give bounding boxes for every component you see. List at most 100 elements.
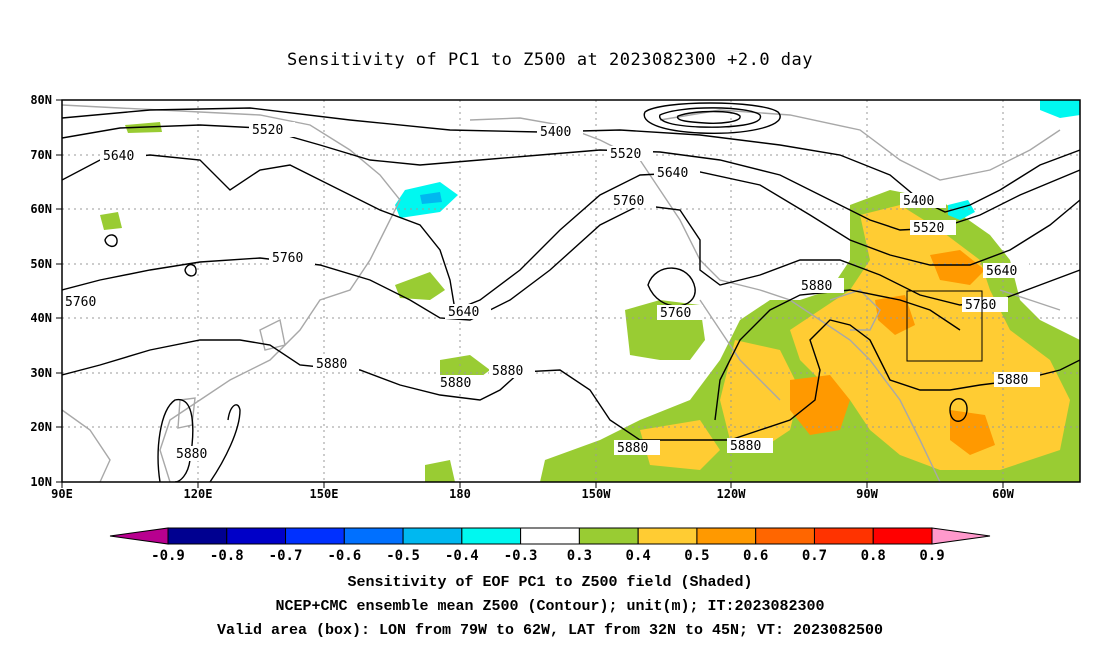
svg-text:5880: 5880 — [316, 357, 347, 372]
label-5880-b: 5880 — [437, 375, 483, 391]
lon-label: 120W — [717, 487, 747, 501]
colorbar-tick-label: -0.9 — [151, 548, 185, 564]
shade-orange-2 — [930, 250, 985, 285]
colorbar-tick-label: 0.9 — [919, 548, 944, 564]
colorbar-tick-label: 0.7 — [802, 548, 827, 564]
valid-area-box — [906, 290, 983, 362]
svg-text:5880: 5880 — [176, 447, 207, 462]
shade-orange-4 — [875, 295, 915, 335]
contour-5880-loop — [714, 289, 961, 421]
colorbar-segment — [755, 527, 815, 545]
svg-text:5880: 5880 — [801, 279, 832, 294]
label-5760-b: 5760 — [610, 193, 656, 209]
shade-yellow-east — [790, 205, 1070, 470]
colorbar-tick-label: -0.6 — [327, 548, 361, 564]
svg-text:5760: 5760 — [65, 295, 96, 310]
colorbar-tick-label: 0.3 — [567, 548, 592, 564]
label-5640-b: 5640 — [654, 165, 700, 181]
colorbar-tick-label: -0.3 — [504, 548, 538, 564]
lon-label: 90W — [856, 487, 878, 501]
contour-5400-low-inner2 — [676, 110, 741, 124]
svg-text:5640: 5640 — [103, 149, 134, 164]
svg-text:5400: 5400 — [903, 194, 934, 209]
label-5760-d: 5760 — [657, 305, 703, 321]
lon-labels: 90E 120E 150E 180 150W 120W 90W 60W — [51, 487, 1014, 501]
colorbar-segment — [637, 527, 698, 545]
svg-text:5520: 5520 — [913, 221, 944, 236]
label-5640-d: 5640 — [983, 263, 1029, 279]
lat-labels: 80N 70N 60N 50N 40N 30N 20N 10N — [30, 93, 52, 489]
lat-label: 80N — [30, 93, 52, 107]
colorbar-segment — [813, 527, 874, 545]
label-5760-e: 5760 — [962, 297, 1008, 313]
label-5640-a: 5640 — [100, 148, 146, 164]
svg-text:5640: 5640 — [986, 264, 1017, 279]
caption-contour: NCEP+CMC ensemble mean Z500 (Contour); u… — [275, 598, 825, 615]
label-5520-c: 5520 — [910, 220, 956, 236]
contour-5880-west — [62, 319, 1080, 441]
contour-5880-south — [157, 398, 194, 482]
svg-text:5400: 5400 — [540, 125, 571, 140]
colorbar-tick-label: -0.4 — [445, 548, 479, 564]
lon-label: 60W — [992, 487, 1014, 501]
contour-5400 — [62, 107, 1080, 213]
shade-yellow-south — [640, 420, 720, 470]
colorbar-segment — [402, 527, 463, 545]
lon-label: 180 — [449, 487, 471, 501]
colorbar-segment — [285, 527, 345, 545]
shade-yellow-mid — [720, 340, 800, 450]
label-5880-h: 5880 — [173, 446, 219, 462]
svg-text:5880: 5880 — [440, 376, 471, 391]
colorbar-tick-label: -0.5 — [386, 548, 420, 564]
contour-5640 — [62, 154, 1080, 311]
label-5880-e: 5880 — [614, 440, 660, 456]
label-5880-a: 5880 — [313, 356, 359, 372]
svg-text:5880: 5880 — [492, 364, 523, 379]
lon-label: 150E — [310, 487, 339, 501]
label-5760-c: 5760 — [62, 294, 108, 310]
colorbar-tick-label: -0.7 — [269, 548, 303, 564]
contour-5760-loop-small — [184, 263, 197, 277]
colorbar-segment — [343, 527, 404, 545]
colorbar-segment — [696, 527, 757, 545]
svg-text:5880: 5880 — [730, 439, 761, 454]
contour-5400-low-inner — [659, 107, 761, 128]
label-5400-b: 5400 — [900, 193, 946, 209]
shade-green-3 — [425, 460, 455, 482]
contour-5400-low — [643, 102, 781, 134]
svg-text:5640: 5640 — [448, 305, 479, 320]
caption-shaded: Sensitivity of EOF PC1 to Z500 field (Sh… — [347, 574, 753, 591]
svg-text:5520: 5520 — [252, 123, 283, 138]
colorbar-segment — [226, 527, 287, 545]
lat-label: 50N — [30, 257, 52, 271]
lon-label: 120E — [184, 487, 213, 501]
lat-label: 30N — [30, 366, 52, 380]
svg-text:5520: 5520 — [610, 147, 641, 162]
label-5520-b: 5520 — [607, 146, 653, 162]
label-5400-a: 5400 — [537, 124, 583, 140]
lon-label: 90E — [51, 487, 73, 501]
shade-cyan-3 — [1040, 100, 1080, 118]
colorbar-low-triangle — [109, 527, 169, 545]
colorbar-tick-label: 0.6 — [743, 548, 768, 564]
colorbar-segment — [167, 527, 228, 545]
lat-label: 10N — [30, 475, 52, 489]
contour-5760-loop — [647, 267, 696, 307]
svg-text:5760: 5760 — [613, 194, 644, 209]
lat-label: 70N — [30, 148, 52, 162]
label-5880-g: 5880 — [994, 372, 1040, 388]
colorbar-high-triangle — [931, 527, 991, 545]
colorbar-tick-label: -0.8 — [210, 548, 244, 564]
colorbar-tick-label: 0.8 — [861, 548, 886, 564]
label-5640-c: 5640 — [445, 304, 491, 320]
sensitivity-shading — [100, 100, 1080, 482]
tick-marks — [56, 99, 1004, 488]
contour-5880-south2 — [209, 404, 241, 482]
svg-text:5760: 5760 — [272, 251, 303, 266]
contour-labels: 5400 5400 5520 5520 5520 5640 5640 5640 … — [62, 122, 1040, 462]
contour-5880-small — [949, 398, 968, 422]
colorbar-tick-label: 0.4 — [626, 548, 651, 564]
colorbar-segment — [578, 527, 639, 545]
label-5880-d: 5880 — [798, 278, 844, 294]
shade-green-west-pacific — [395, 272, 445, 300]
